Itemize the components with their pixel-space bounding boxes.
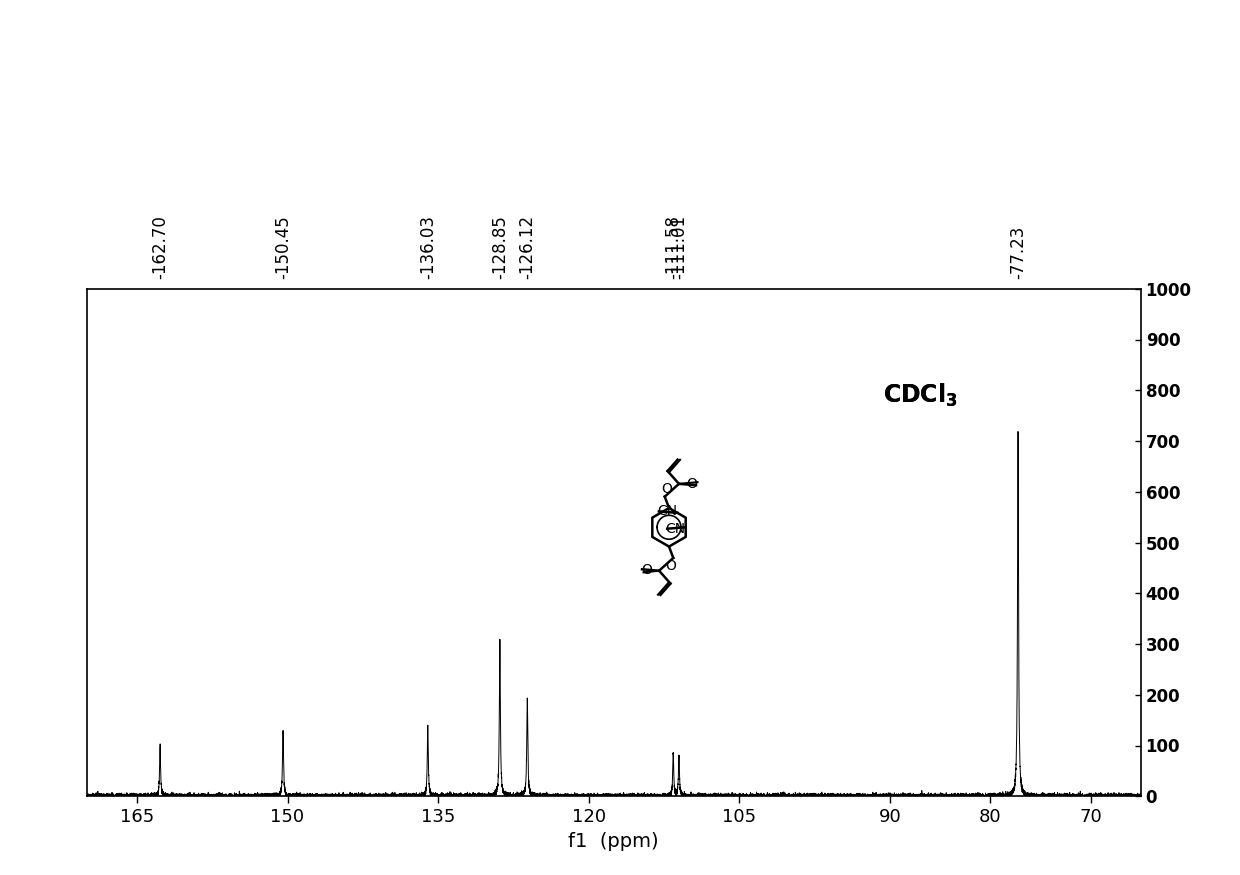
Text: $\mathbf{CDCl_3}$: $\mathbf{CDCl_3}$ <box>883 382 957 409</box>
Text: -111.01: -111.01 <box>670 214 688 278</box>
Text: CN: CN <box>666 522 686 536</box>
Text: O: O <box>641 564 652 578</box>
Text: -128.85: -128.85 <box>491 214 508 278</box>
Text: $\mathbf{CDCl_3}$: $\mathbf{CDCl_3}$ <box>883 382 957 409</box>
Text: -77.23: -77.23 <box>1009 225 1027 278</box>
Text: -150.45: -150.45 <box>274 215 293 278</box>
Text: -162.70: -162.70 <box>151 214 169 278</box>
Text: O: O <box>686 477 697 491</box>
Text: CN: CN <box>657 504 677 518</box>
Text: -136.03: -136.03 <box>419 214 436 278</box>
Text: O: O <box>662 481 672 495</box>
Text: -126.12: -126.12 <box>518 214 536 278</box>
Text: -111.58: -111.58 <box>665 214 682 278</box>
X-axis label: f1  (ppm): f1 (ppm) <box>568 831 660 850</box>
Text: O: O <box>666 559 676 573</box>
